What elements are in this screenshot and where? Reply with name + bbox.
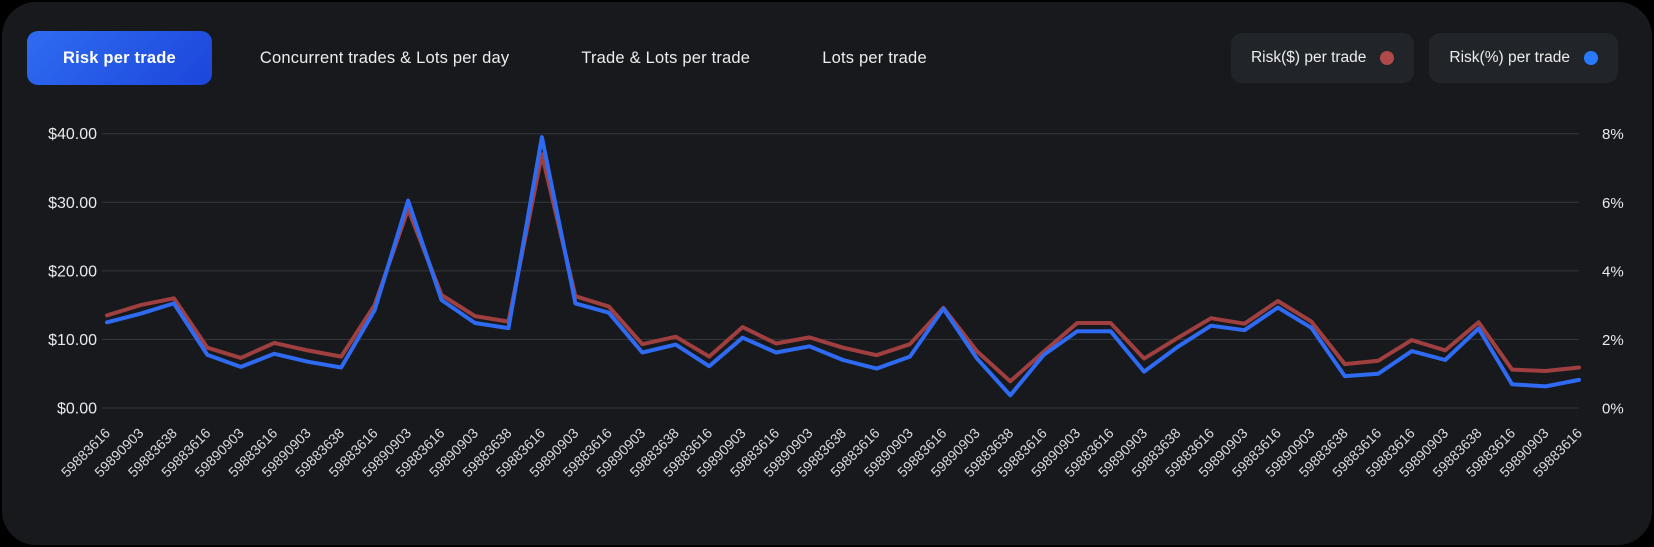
chart-legend: Risk($) per trade Risk(%) per trade — [1230, 33, 1618, 83]
y-axis-right-tick: 8% — [1602, 126, 1624, 143]
y-axis-right-tick: 0% — [1602, 401, 1624, 418]
tab-risk-per-trade[interactable]: Risk per trade — [27, 31, 212, 85]
y-axis-left-labels: $40.00 $30.00 $20.00 $10.00 $0.00 — [48, 126, 97, 417]
risk-percent-line-series — [105, 135, 1581, 398]
red-series-dot-icon — [1380, 51, 1395, 65]
legend-label: Risk($) per trade — [1250, 49, 1367, 66]
y-axis-left-tick: $20.00 — [48, 263, 97, 280]
y-axis-right-labels: 8% 6% 4% 2% 0% — [1602, 126, 1624, 417]
y-axis-left-tick: $0.00 — [57, 401, 97, 418]
tab-concurrent-trades-lots-per-day[interactable]: Concurrent trades & Lots per day — [259, 48, 510, 67]
legend-chip-risk-dollar[interactable]: Risk($) per trade — [1230, 33, 1415, 83]
gridlines — [102, 133, 1579, 409]
y-axis-left-tick: $30.00 — [48, 195, 97, 212]
y-axis-left-tick: $40.00 — [48, 126, 97, 143]
tab-lots-per-trade[interactable]: Lots per trade — [822, 48, 927, 67]
tabs-row: Risk per trade Concurrent trades & Lots p… — [27, 31, 951, 85]
y-axis-left-tick: $10.00 — [48, 332, 97, 349]
legend-chip-risk-percent[interactable]: Risk(%) per trade — [1429, 33, 1618, 83]
legend-label: Risk(%) per trade — [1449, 49, 1570, 66]
y-axis-right-tick: 4% — [1602, 263, 1624, 280]
blue-series-dot-icon — [1584, 51, 1598, 65]
y-axis-right-tick: 6% — [1602, 195, 1624, 212]
x-axis-labels: 5988361659890903598836385988361659890903… — [58, 425, 1586, 481]
risk-dollar-line-series — [105, 152, 1581, 384]
y-axis-right-tick: 2% — [1602, 332, 1624, 349]
tab-trade-lots-per-trade[interactable]: Trade & Lots per trade — [581, 48, 751, 67]
chart-header: Risk per trade Concurrent trades & Lots p… — [27, 31, 1618, 85]
